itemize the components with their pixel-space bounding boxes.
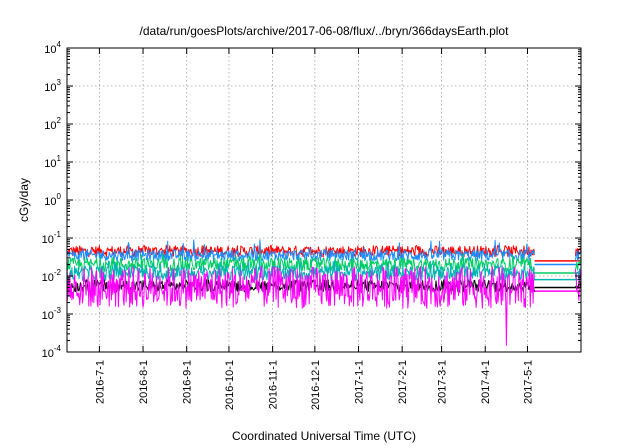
y-tick-label: 101 — [44, 154, 61, 170]
chart-title: /data/run/goesPlots/archive/2017-06-08/f… — [140, 24, 510, 38]
plot-area — [66, 239, 582, 346]
x-tick-label: 2017-2-1 — [397, 360, 409, 404]
y-tick-label: 104 — [44, 40, 61, 56]
x-tick-label: 2016-10-1 — [224, 360, 236, 410]
x-axis-label: Coordinated Universal Time (UTC) — [232, 429, 416, 443]
x-tick-label: 2016-11-1 — [268, 360, 280, 409]
x-tick-label: 2016-12-1 — [310, 360, 322, 410]
y-tick-label: 10-4 — [42, 344, 62, 360]
x-tick-label: 2016-9-1 — [182, 360, 194, 404]
y-tick-label: 102 — [44, 116, 61, 132]
y-axis: 10-4 10-3 10-2 10-1 100 101 102 103 104 — [42, 40, 581, 360]
series-line-tail — [574, 268, 582, 301]
y-tick-label: 10-3 — [42, 306, 62, 322]
y-tick-label: 10-2 — [42, 268, 62, 284]
x-tick-label: 2017-3-1 — [437, 360, 449, 404]
y-tick-label: 10-1 — [42, 230, 62, 246]
x-axis: 2016-7-1 2016-8-1 2016-9-1 2016-10-1 2016-11… — [94, 48, 534, 410]
x-tick-label: 2016-7-1 — [94, 360, 106, 404]
series-line — [66, 244, 535, 258]
x-tick-label: 2017-4-1 — [480, 360, 492, 404]
grid-lines — [67, 48, 581, 352]
series-line — [66, 266, 535, 346]
series-line — [66, 239, 535, 262]
series-line — [66, 260, 535, 281]
y-tick-label: 103 — [44, 78, 61, 94]
x-tick-label: 2016-8-1 — [138, 360, 150, 404]
y-tick-label: 100 — [44, 192, 61, 208]
x-tick-label: 2017-1-1 — [354, 360, 366, 404]
x-tick-label: 2017-5-1 — [522, 360, 534, 404]
y-axis-label: cGy/day — [17, 178, 31, 222]
